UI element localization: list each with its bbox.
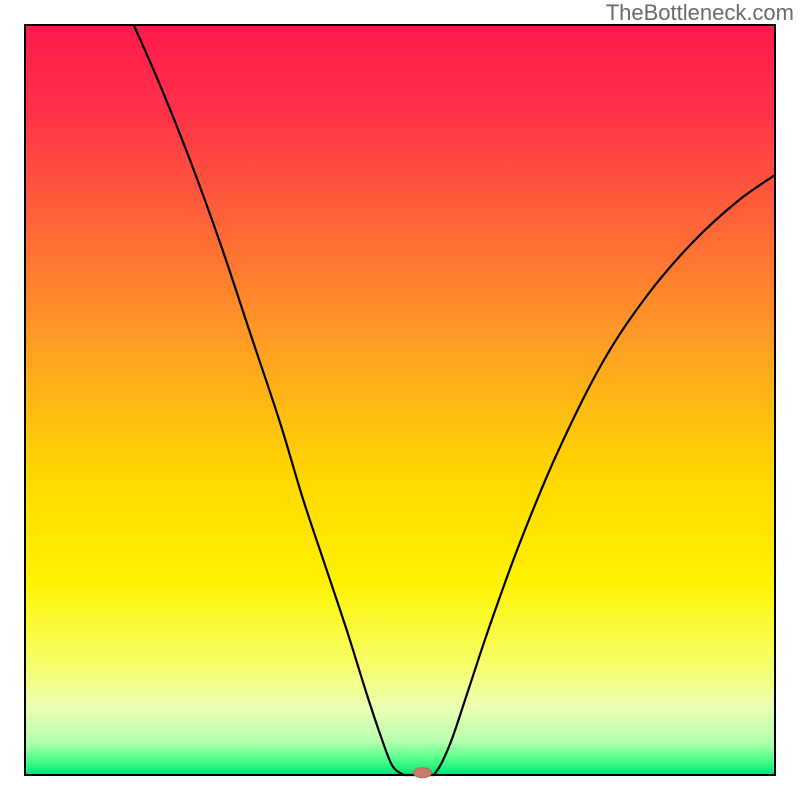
watermark-text: TheBottleneck.com (606, 0, 794, 26)
optimal-point-marker (414, 768, 432, 778)
plot-background (25, 25, 775, 775)
bottleneck-chart (0, 0, 800, 800)
chart-container: TheBottleneck.com (0, 0, 800, 800)
